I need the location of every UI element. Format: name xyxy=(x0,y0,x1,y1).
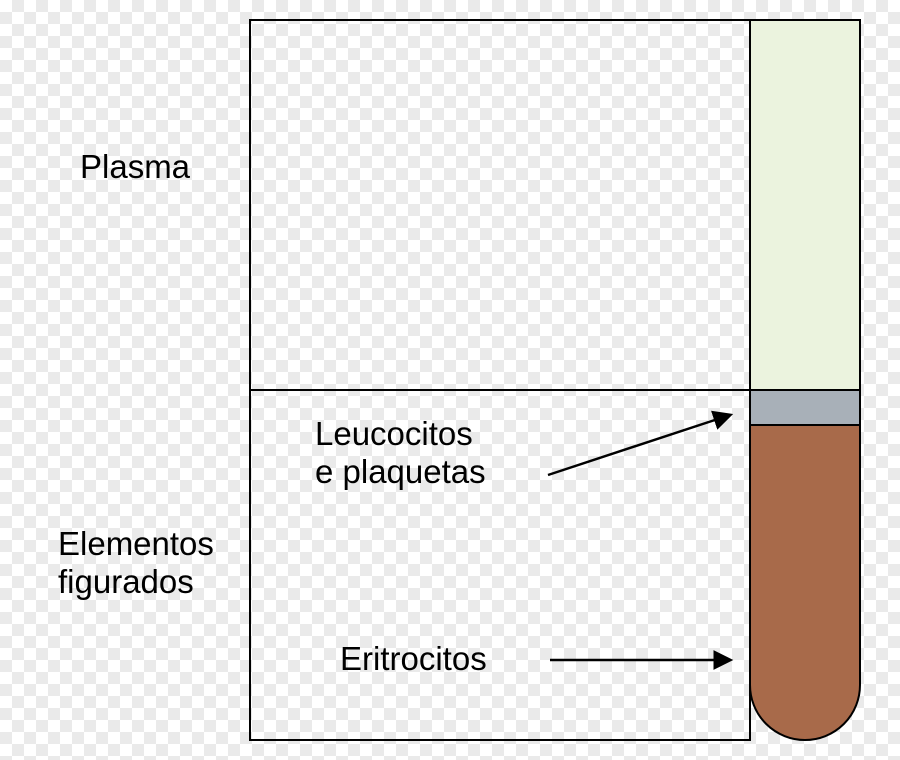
label-plasma: Plasma xyxy=(80,148,190,186)
label-formed-elements: Elementos figurados xyxy=(58,525,214,601)
arrow-leukocytes xyxy=(548,415,730,475)
buffy-coat-layer xyxy=(750,390,860,425)
label-leukocytes-platelets: Leucocitos e plaquetas xyxy=(315,415,486,491)
plasma-layer xyxy=(750,20,860,390)
test-tube-contents xyxy=(750,20,860,745)
erythrocyte-layer xyxy=(750,425,860,745)
category-grid xyxy=(250,20,750,740)
label-erythrocytes: Eritrocitos xyxy=(340,640,487,678)
